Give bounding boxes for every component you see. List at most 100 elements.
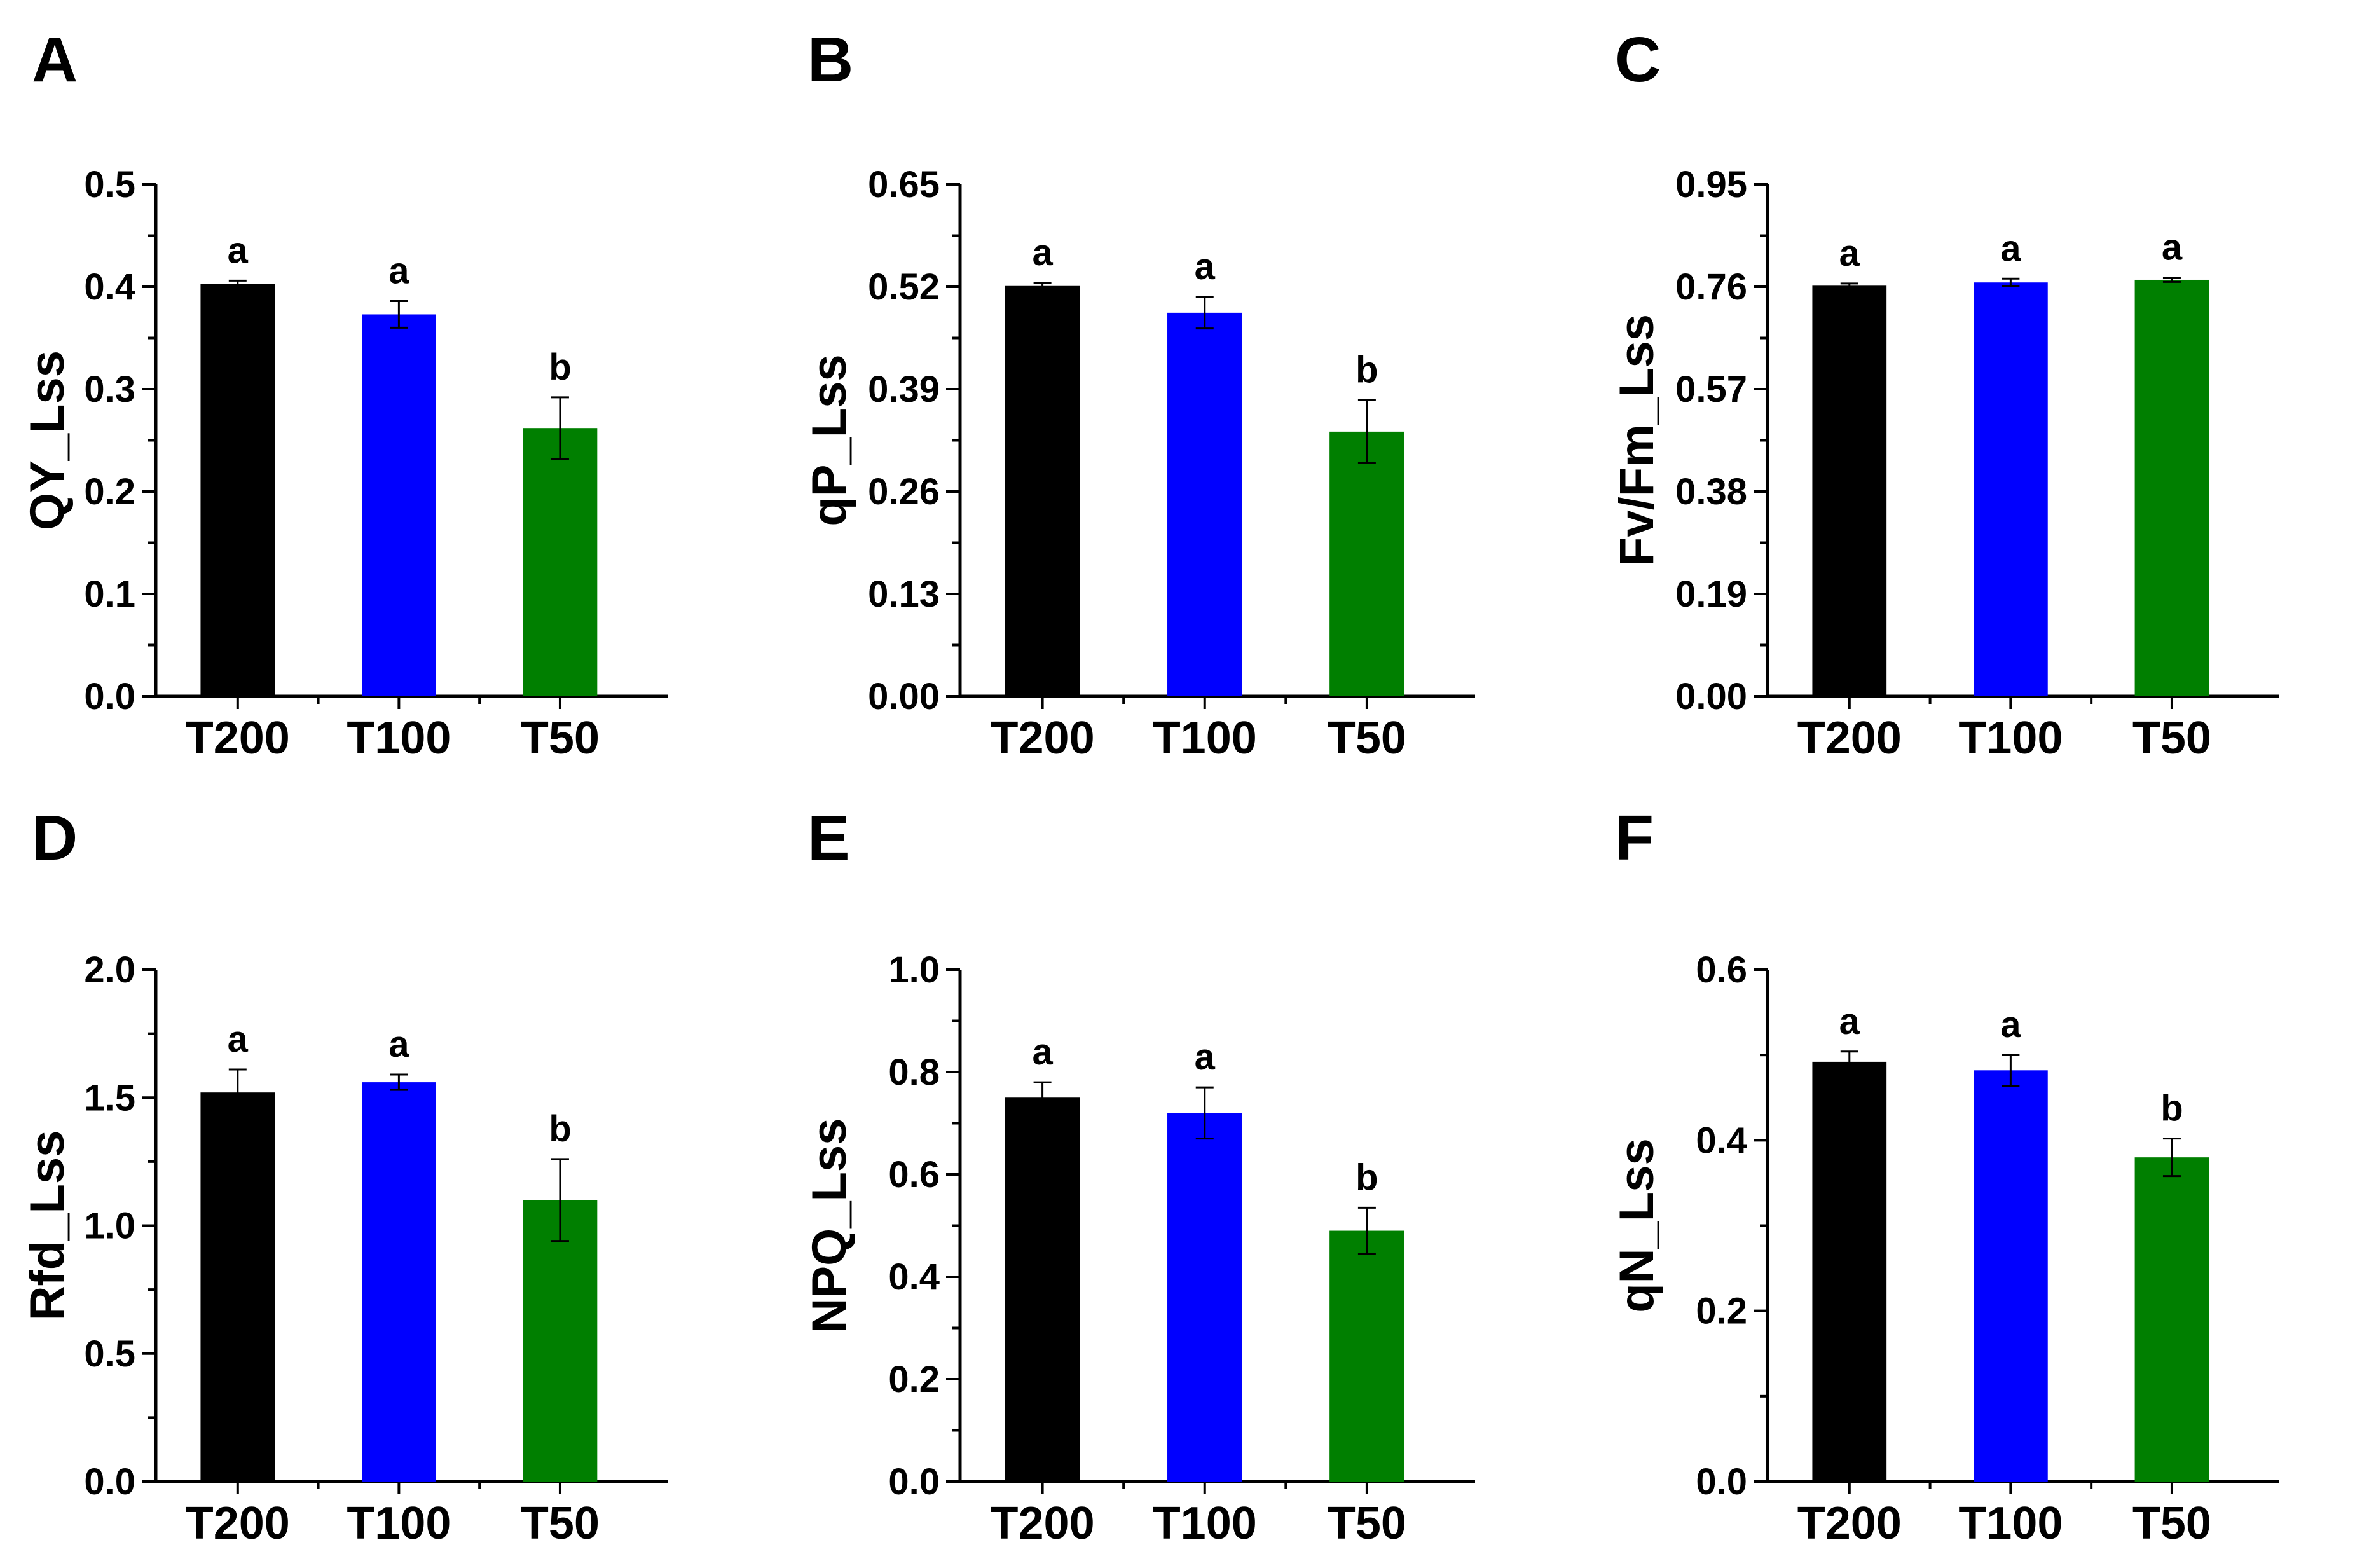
y-tick-label: 1.5 [84,1077,135,1118]
x-tick-label: T50 [2132,1498,2211,1549]
bar-t50 [2134,279,2209,696]
significance-letter: a [228,230,249,271]
y-tick-label: 0.57 [1675,369,1747,410]
y-tick-label: 0.4 [84,266,135,308]
x-tick-label: T200 [186,713,290,764]
bar-t50 [1329,1230,1404,1482]
y-tick-label: 0.00 [1675,676,1747,717]
y-tick-label: 0.52 [868,266,940,308]
significance-letter: b [549,347,571,388]
y-axis-title: Rfd_Lss [20,1131,74,1321]
panel-letter: B [807,24,853,95]
significance-letter: b [2160,1088,2183,1129]
bar-t50 [2134,1157,2209,1482]
y-tick-label: 0.4 [1696,1120,1747,1161]
bar-t200 [1005,1097,1080,1482]
x-tick-label: T200 [186,1498,290,1549]
y-tick-label: 0.4 [888,1256,940,1298]
y-tick-label: 1.0 [84,1206,135,1247]
significance-letter: a [2000,228,2021,269]
y-tick-label: 0.65 [868,164,940,205]
x-tick-label: T100 [1958,1498,2063,1549]
y-tick-label: 0.2 [1696,1291,1747,1332]
x-tick-label: T200 [1797,713,1902,764]
y-tick-label: 0.8 [888,1052,940,1093]
x-tick-label: T100 [1958,713,2063,764]
y-axis-title: Fv/Fm_Lss [1610,314,1664,567]
y-tick-label: 0.0 [84,1461,135,1503]
significance-letter: a [388,1024,409,1065]
y-axis-title: QY_Lss [20,350,74,530]
panel-e: E NPQ_Lss 0.0 0.2 0.4 0.6 0.8 1.0 a T200 a T100 b T50 [802,802,1475,1549]
significance-letter: b [549,1108,571,1150]
panel-f: FqN_Lss 0.0 0.2 0.4 0.6 a T200 a T100 b T50 [1610,802,2279,1549]
x-tick-label: T50 [1328,713,1406,764]
significance-letter: a [1195,246,1216,287]
x-tick-label: T100 [347,1498,451,1549]
bar-t200 [200,284,275,696]
significance-letter: a [1032,232,1053,273]
y-axis-title: qP_Lss [802,354,856,526]
bar-t50 [1329,431,1404,696]
panel-letter: E [807,802,850,874]
significance-letter: b [1356,349,1378,390]
x-tick-label: T100 [1153,1498,1257,1549]
bar-t50 [523,1200,598,1482]
significance-letter: b [1356,1157,1378,1198]
y-tick-label: 0.5 [84,1333,135,1375]
significance-letter: a [1032,1031,1053,1073]
y-tick-label: 0.0 [888,1461,940,1503]
panel-letter: F [1615,802,1654,874]
bar-t200 [1812,1061,1887,1482]
bar-t100 [362,1082,436,1482]
y-tick-label: 0.0 [1696,1461,1747,1503]
bar-t200 [1005,285,1080,696]
y-tick-label: 0.00 [868,676,940,717]
y-tick-label: 2.0 [84,949,135,991]
panel-letter: C [1615,24,1661,95]
significance-letter: a [1839,1001,1860,1042]
bar-t100 [1167,1113,1242,1482]
panel-c: C Fv/Fm_Lss 0.00 0.19 0.38 0.57 0.76 0.95 a T200 a… [1610,24,2279,764]
y-tick-label: 0.3 [84,369,135,410]
significance-letter: a [228,1019,249,1060]
x-tick-label: T50 [1328,1498,1406,1549]
significance-letter: a [1839,233,1860,274]
panel-b: BqP_Lss 0.00 0.13 0.26 0.39 0.52 0.65 a T200 a T10… [802,24,1475,764]
y-tick-label: 0.13 [868,574,940,615]
x-tick-label: T100 [1153,713,1257,764]
y-tick-label: 0.2 [84,471,135,512]
y-tick-label: 0.39 [868,369,940,410]
bar-t200 [1812,285,1887,696]
bar-t100 [1167,312,1242,696]
panel-letter: A [32,24,78,95]
bar-t100 [362,314,436,697]
significance-letter: a [2000,1004,2021,1045]
y-tick-label: 0.26 [868,471,940,512]
y-tick-label: 0.1 [84,574,135,615]
y-tick-label: 0.19 [1675,574,1747,615]
x-tick-label: T200 [1797,1498,1902,1549]
panel-letter: D [32,802,78,874]
y-tick-label: 0.2 [888,1359,940,1400]
bar-t100 [1974,1070,2048,1482]
significance-letter: a [388,251,409,292]
panel-d: D Rfd_Lss 0.0 0.5 1.0 1.5 2.0 a T200 a T100 b T50 [20,802,668,1549]
x-tick-label: T200 [991,1498,1095,1549]
y-tick-label: 0.5 [84,164,135,205]
x-tick-label: T50 [521,713,600,764]
x-tick-label: T100 [347,713,451,764]
y-axis-title: qN_Lss [1610,1138,1664,1313]
x-tick-label: T50 [2132,713,2211,764]
y-tick-label: 0.95 [1675,164,1747,205]
bar-t100 [1974,282,2048,696]
y-axis-title: NPQ_Lss [802,1118,856,1333]
y-tick-label: 0.6 [888,1154,940,1195]
bar-t200 [200,1092,275,1482]
panel-a: A QY_Lss 0.0 0.1 0.2 0.3 0.4 0.5 a T200 a T100 b T50 [20,24,668,764]
y-tick-label: 1.0 [888,949,940,991]
y-tick-label: 0.38 [1675,471,1747,512]
x-tick-label: T200 [991,713,1095,764]
significance-letter: a [1195,1036,1216,1078]
